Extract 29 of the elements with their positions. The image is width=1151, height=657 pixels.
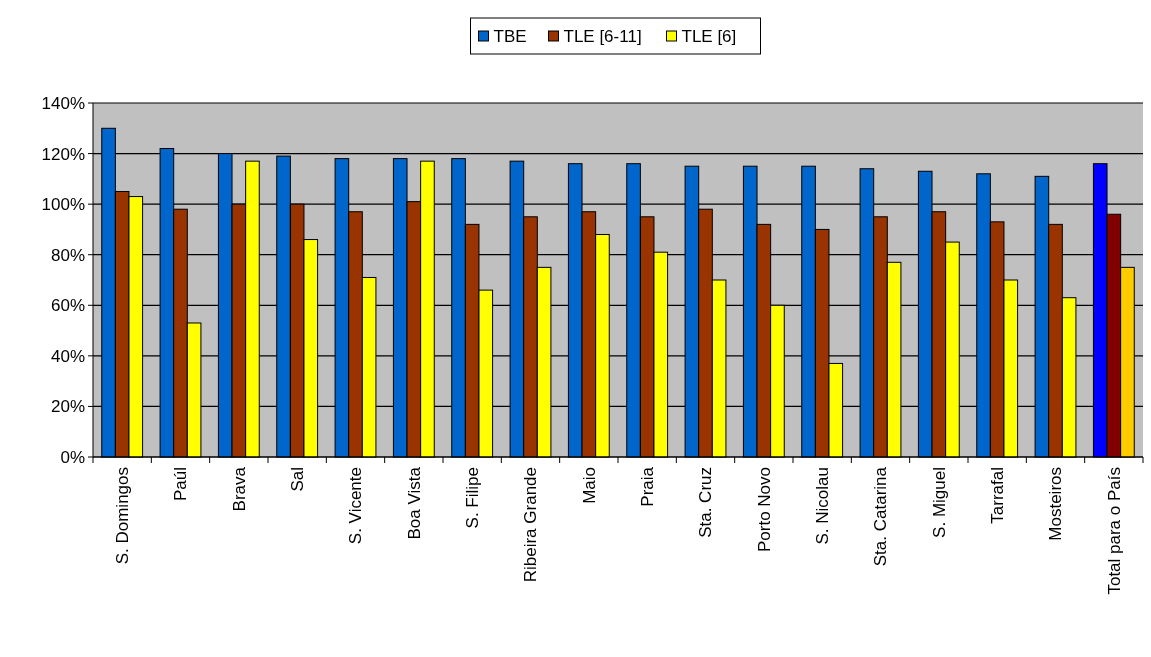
- x-tick-label: Tarrafal: [988, 467, 1008, 524]
- legend-label: TLE [6]: [681, 27, 737, 46]
- x-tick-label: Boa Vista: [404, 466, 424, 540]
- y-tick-label: 140%: [41, 93, 85, 113]
- x-tick-label: Porto Novo: [754, 467, 774, 553]
- x-tick-label: Brava: [229, 466, 249, 512]
- x-tick-label: Sal: [288, 467, 308, 492]
- x-tick-label: S. Domingos: [113, 467, 133, 565]
- legend-label: TBE: [493, 27, 527, 46]
- x-tick-label: S. Nicolau: [813, 467, 833, 545]
- x-tick-label: Maio: [579, 467, 599, 504]
- x-tick-label: Sta. Cruz: [696, 467, 716, 538]
- y-tick-label: 20%: [50, 397, 85, 417]
- y-tick-label: 100%: [41, 195, 85, 215]
- y-tick-label: 80%: [50, 245, 85, 265]
- x-tick-label: Paúl: [171, 467, 191, 502]
- x-tick-label: S. Miguel: [929, 467, 949, 538]
- x-tick-label: Praia: [638, 466, 658, 507]
- y-tick-label: 0%: [60, 447, 85, 467]
- x-tick-label: S. Vicente: [346, 467, 366, 545]
- y-tick-label: 120%: [41, 144, 85, 164]
- x-tick-label: Sta. Catarina: [871, 466, 891, 567]
- x-tick-label: Ribeira Grande: [521, 467, 541, 583]
- y-tick-label: 60%: [50, 296, 85, 316]
- x-tick-label: S. Filipe: [463, 467, 483, 529]
- legend-label: TLE [6-11]: [563, 27, 642, 46]
- x-tick-label: Total para o País: [1104, 467, 1124, 595]
- y-tick-label: 40%: [50, 346, 85, 366]
- x-tick-label: Mosteiros: [1046, 467, 1066, 541]
